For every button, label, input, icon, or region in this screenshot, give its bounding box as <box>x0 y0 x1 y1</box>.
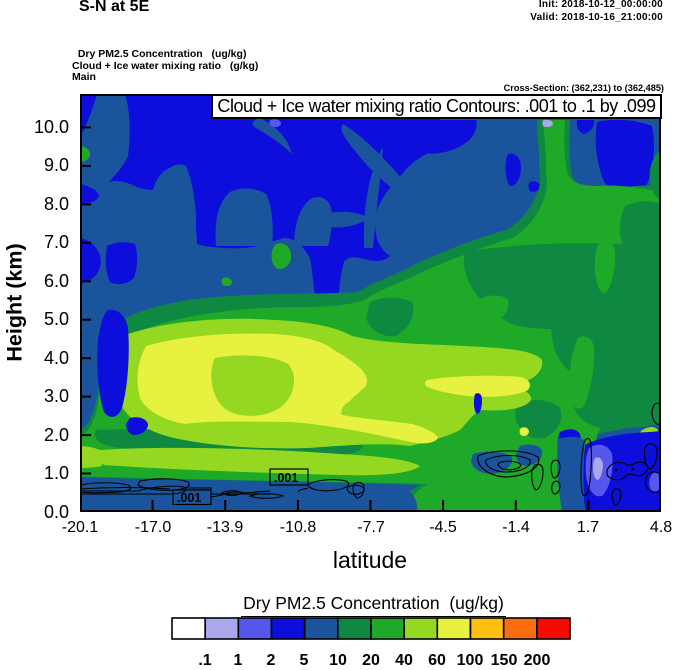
svg-text:.001: .001 <box>177 491 201 505</box>
svg-text:.001: .001 <box>274 471 298 485</box>
